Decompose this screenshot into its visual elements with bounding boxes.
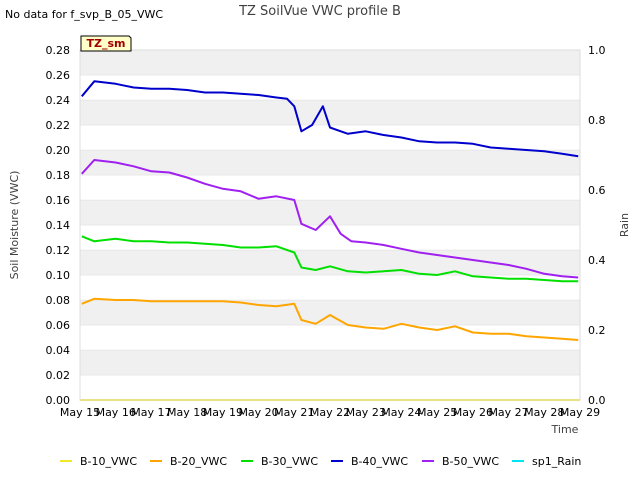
legend-label: sp1_Rain <box>532 455 581 468</box>
x-tick-label: May 18 <box>167 406 207 419</box>
x-tick-label: May 29 <box>560 406 600 419</box>
chart-title: TZ SoilVue VWC profile B <box>238 4 401 19</box>
y2-tick-label: 0.4 <box>588 254 606 267</box>
x-tick-label: May 26 <box>453 406 493 419</box>
y-tick-label: 0.02 <box>46 369 71 382</box>
x-tick-label: May 22 <box>310 406 350 419</box>
plot-frame <box>79 49 581 401</box>
y-tick-label: 0.20 <box>46 144 71 157</box>
y-tick-label: 0.06 <box>46 319 71 332</box>
x-tick-label: May 20 <box>238 406 278 419</box>
y2-tick-label: 0.6 <box>588 184 606 197</box>
grid-band <box>79 349 581 376</box>
grid-band <box>79 199 581 226</box>
grid-band <box>79 149 581 176</box>
y-axis-ticks: 0.00 0.02 0.04 0.06 0.08 0.10 0.12 0.14 0.16 0.18… <box>46 44 71 407</box>
y-tick-label: 0.18 <box>46 169 71 182</box>
x-tick-label: May 27 <box>488 406 528 419</box>
grid-band <box>79 99 581 126</box>
y2-tick-label: 0.2 <box>588 324 606 337</box>
y-tick-label: 0.08 <box>46 294 71 307</box>
grid-band <box>79 324 581 351</box>
x-axis-label: Time <box>551 423 579 436</box>
x-tick-label: May 25 <box>417 406 457 419</box>
y-tick-label: 0.10 <box>46 269 71 282</box>
y-tick-label: 0.14 <box>46 219 71 232</box>
y2-tick-label: 0.8 <box>588 114 606 127</box>
site-tag-label: TZ_sm <box>87 37 126 50</box>
y-tick-label: 0.04 <box>46 344 71 357</box>
no-data-note: No data for f_svp_B_05_VWC <box>5 8 163 21</box>
y2-tick-label: 1.0 <box>588 44 606 57</box>
legend: B-10_VWC B-20_VWC B-30_VWC B-40_VWC B-50_VWC… <box>60 455 581 468</box>
legend-label: B-30_VWC <box>261 455 318 468</box>
y-axis-label: Soil Moisture (VWC) <box>8 171 21 280</box>
x-tick-label: May 15 <box>60 406 100 419</box>
y-tick-label: 0.28 <box>46 44 71 57</box>
series-line-b-30-vwc <box>81 235 579 283</box>
y2-axis-ticks: 0.0 0.2 0.4 0.6 0.8 1.0 <box>588 44 606 407</box>
x-tick-label: May 16 <box>96 406 136 419</box>
x-tick-label: May 17 <box>131 406 171 419</box>
legend-label: B-20_VWC <box>170 455 227 468</box>
y2-tick-label: 0.0 <box>588 394 606 407</box>
x-tick-label: May 19 <box>203 406 243 419</box>
series-line-b-40-vwc <box>81 80 579 158</box>
grid-band <box>79 74 581 101</box>
grid-band <box>79 124 581 151</box>
x-tick-label: May 24 <box>381 406 421 419</box>
legend-label: B-10_VWC <box>80 455 137 468</box>
grid-band <box>79 374 581 401</box>
series-line-b-50-vwc <box>81 159 579 279</box>
grid-band <box>79 299 581 326</box>
x-tick-label: May 21 <box>274 406 314 419</box>
y2-axis-label: Rain <box>618 213 631 237</box>
grid-bands <box>79 49 581 401</box>
y-tick-label: 0.22 <box>46 119 71 132</box>
grid-band <box>79 174 581 201</box>
y-tick-label: 0.26 <box>46 69 71 82</box>
grid-band <box>79 49 581 76</box>
grid-band <box>79 274 581 301</box>
legend-label: B-50_VWC <box>442 455 499 468</box>
grid-band <box>79 249 581 276</box>
y-tick-label: 0.16 <box>46 194 71 207</box>
site-tag: TZ_sm <box>80 35 132 52</box>
y-tick-label: 0.24 <box>46 94 71 107</box>
grid-band <box>79 224 581 251</box>
series-line-b-20-vwc <box>81 297 579 341</box>
y-tick-label: 0.12 <box>46 244 71 257</box>
x-tick-label: May 28 <box>524 406 564 419</box>
x-tick-label: May 23 <box>346 406 386 419</box>
legend-label: B-40_VWC <box>351 455 408 468</box>
y-tick-label: 0.00 <box>46 394 71 407</box>
